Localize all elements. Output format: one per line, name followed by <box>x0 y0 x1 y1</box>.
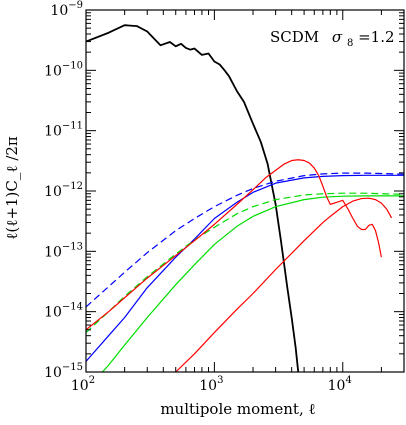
y-tick-label: 10−13 <box>44 241 83 260</box>
series-line-6 <box>86 159 382 331</box>
series-line-1 <box>86 24 300 372</box>
series-layer <box>86 24 404 372</box>
tick-label-layer: 102 103 104 10−9 10−10 10−11 10−12 10−13 10−14 10… <box>44 0 352 394</box>
annotation-subscript: 8 <box>347 38 353 49</box>
y-tick-label: 10−14 <box>44 302 83 321</box>
series-line-5 <box>86 192 404 334</box>
y-tick-label: 10−11 <box>44 121 83 140</box>
x-tick-label: 103 <box>199 375 223 394</box>
y-tick-label: 10−10 <box>44 60 83 79</box>
x-tick-label: 104 <box>328 375 352 394</box>
plot-frame <box>85 9 405 373</box>
x-tick-label: 102 <box>71 375 95 394</box>
x-axis-title: multipole moment, ℓ <box>160 400 315 418</box>
tick-layer <box>85 9 405 373</box>
series-line-4 <box>101 195 404 372</box>
y-tick-label: 10−15 <box>44 362 83 381</box>
y-axis-title: ℓ(ℓ+1)C_ℓ /2π <box>3 136 21 240</box>
series-line-7 <box>175 197 393 372</box>
annotation-model: SCDM <box>270 28 319 46</box>
annotation-sigma: σ <box>332 28 343 46</box>
series-line-3 <box>86 172 404 308</box>
annotation-value: =1.2 <box>358 28 394 46</box>
model-annotation: SCDM σ 8 =1.2 <box>270 28 395 50</box>
y-tick-label: 10−12 <box>44 181 83 200</box>
y-tick-label: 10−9 <box>50 0 83 19</box>
